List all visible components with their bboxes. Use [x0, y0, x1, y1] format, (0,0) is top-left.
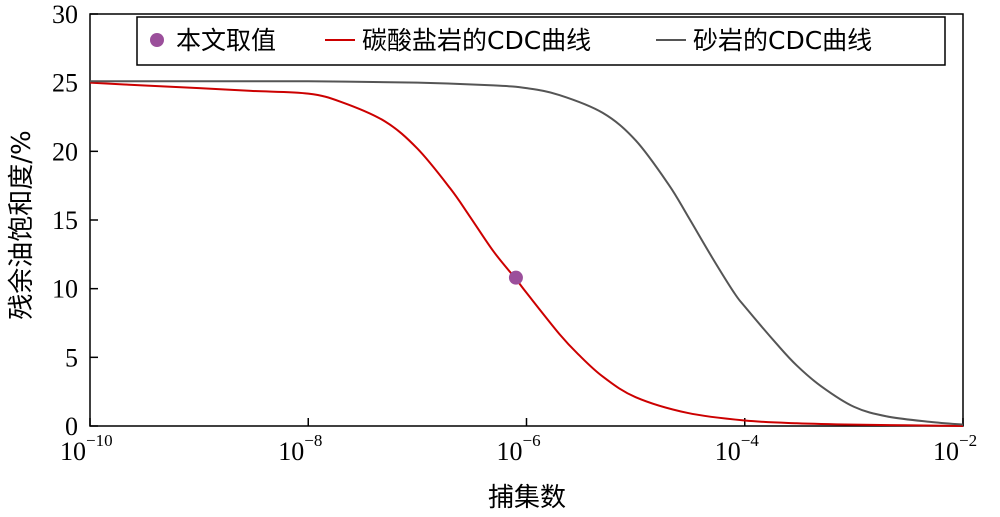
x-tick-exponent: −8 [304, 431, 322, 450]
legend-marker-point [150, 33, 164, 47]
x-tick-label: 10 −4 [715, 431, 760, 466]
series-layer [89, 80, 964, 427]
y-tick-label: 30 [52, 0, 78, 29]
x-tick-exponent: −4 [741, 431, 760, 450]
y-tick-label: 20 [52, 137, 78, 166]
plot-frame [89, 13, 964, 427]
y-tick-label: 15 [52, 206, 78, 235]
series-line-sandstone [89, 80, 964, 426]
y-tick-label: 25 [52, 69, 78, 98]
x-tick-base: 10 [497, 437, 523, 466]
x-tick-exponent: −10 [86, 431, 113, 450]
x-tick-label: 10 −2 [933, 431, 977, 466]
legend: 本文取值 碳酸盐岩的CDC曲线 砂岩的CDC曲线 [136, 16, 946, 66]
x-tick-base: 10 [715, 437, 741, 466]
data-point-point [508, 270, 523, 285]
y-axis-title: 残余油饱和度/% [7, 130, 37, 319]
x-tick-base: 10 [60, 437, 86, 466]
x-tick-exponent: −2 [959, 431, 977, 450]
legend-label-point: 本文取值 [176, 26, 276, 55]
series-line-carbonate [89, 81, 964, 427]
x-tick-label: 10 −8 [278, 431, 322, 466]
legend-box [136, 16, 946, 66]
y-tick-label: 0 [65, 412, 78, 441]
plot-axes [89, 13, 964, 427]
x-axis-title: 捕集数 [488, 483, 566, 513]
x-tick-exponent: −6 [523, 431, 541, 450]
x-tick-base: 10 [933, 437, 959, 466]
legend-label-sandstone: 砂岩的CDC曲线 [693, 26, 872, 55]
x-tick-base: 10 [278, 437, 304, 466]
x-tick-label: 10 −10 [60, 431, 113, 466]
legend-label-carbonate: 碳酸盐岩的CDC曲线 [362, 26, 591, 55]
y-tick-label: 5 [65, 343, 78, 372]
x-tick-label: 10 −6 [497, 431, 541, 466]
y-tick-label: 10 [52, 275, 78, 304]
